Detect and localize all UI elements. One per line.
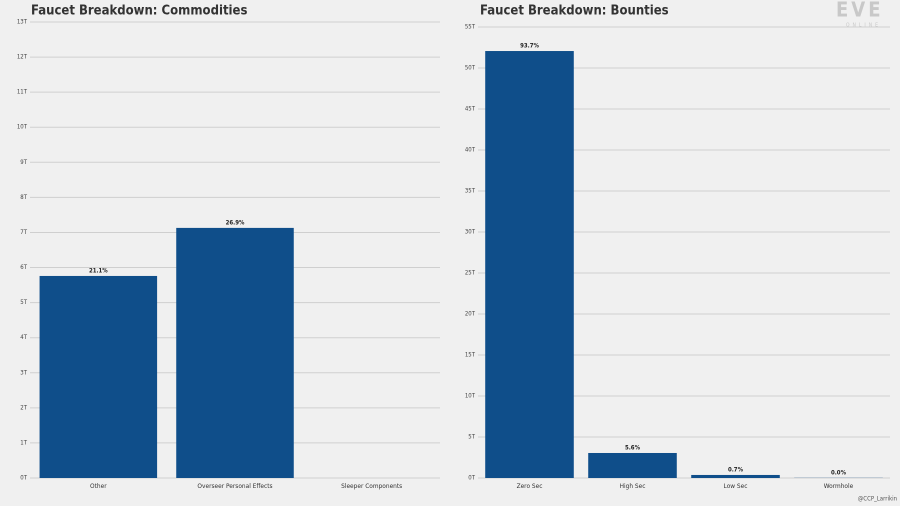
- y-tick-label: 55T: [465, 24, 476, 31]
- y-tick-label: 10T: [465, 393, 476, 400]
- y-tick-label: 45T: [465, 106, 476, 113]
- y-tick-label: 3T: [20, 369, 27, 376]
- logo-subtitle: ONLINE: [846, 23, 881, 29]
- y-tick-label: 10T: [17, 124, 28, 131]
- x-tick-label: Zero Sec: [517, 482, 543, 490]
- share-label: 26.9%: [226, 219, 245, 226]
- x-tick-label: Low Sec: [724, 482, 748, 490]
- y-tick-label: 12T: [17, 54, 28, 61]
- bar: [485, 51, 574, 478]
- x-tick-label: High Sec: [620, 482, 646, 490]
- y-tick-label: 15T: [465, 352, 476, 359]
- y-tick-label: 4T: [20, 334, 27, 341]
- x-tick-label: Other: [90, 482, 107, 490]
- share-label: 93.7%: [520, 43, 539, 50]
- y-tick-label: 7T: [20, 229, 27, 236]
- y-tick-label: 13T: [17, 19, 28, 26]
- share-label: 5.6%: [625, 444, 641, 451]
- x-tick-label: Overseer Personal Effects: [197, 482, 272, 490]
- chart-title: Faucet Breakdown: Bounties: [480, 4, 669, 19]
- share-label: 0.7%: [728, 466, 744, 473]
- bar: [39, 275, 158, 478]
- y-tick-label: 11T: [17, 89, 28, 96]
- y-tick-label: 0T: [468, 475, 475, 482]
- y-tick-label: 6T: [20, 264, 27, 271]
- share-label: 0.0%: [831, 469, 847, 476]
- y-tick-label: 30T: [465, 229, 476, 236]
- y-tick-label: 5T: [468, 434, 475, 441]
- credit: @CCP_Larrikin: [858, 496, 897, 503]
- y-tick-label: 1T: [20, 439, 27, 446]
- bar: [691, 474, 780, 478]
- bar: [176, 227, 294, 478]
- bar: [588, 452, 677, 478]
- y-tick-label: 25T: [465, 270, 476, 277]
- x-tick-label: Wormhole: [824, 482, 854, 490]
- share-label: 21.1%: [89, 267, 108, 274]
- y-tick-label: 20T: [465, 311, 476, 318]
- y-tick-label: 35T: [465, 188, 476, 195]
- x-tick-label: Sleeper Components: [341, 482, 402, 490]
- y-tick-label: 0T: [20, 475, 27, 482]
- y-tick-label: 2T: [20, 404, 27, 411]
- y-tick-label: 9T: [20, 159, 27, 166]
- y-tick-label: 40T: [465, 147, 476, 154]
- y-tick-label: 5T: [20, 299, 27, 306]
- chart-title: Faucet Breakdown: Commodities: [31, 4, 247, 19]
- y-tick-label: 8T: [20, 194, 27, 201]
- logo: EVE: [836, 0, 884, 22]
- y-tick-label: 50T: [465, 65, 476, 72]
